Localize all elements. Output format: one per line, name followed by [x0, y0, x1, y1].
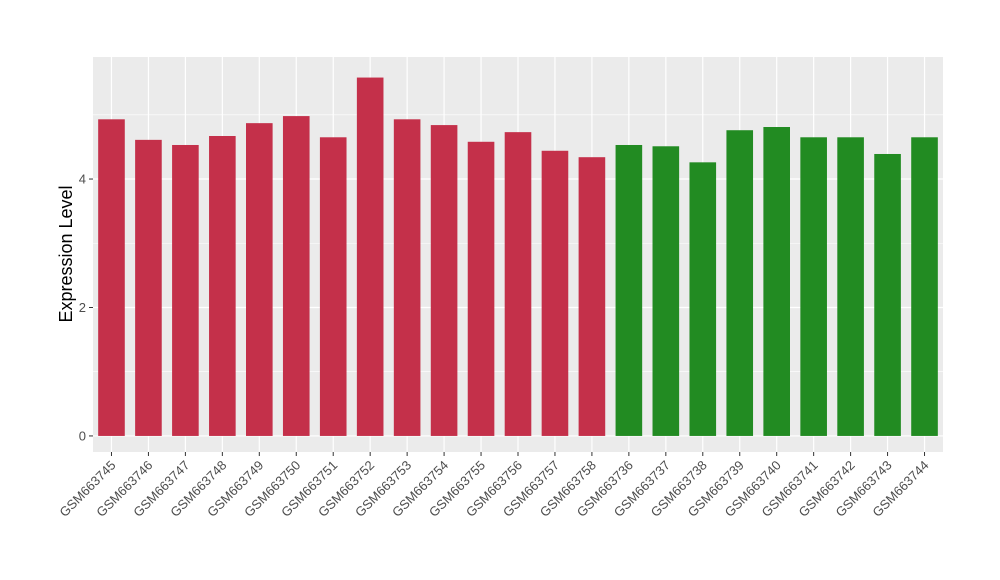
x-axis: GSM663745GSM663746GSM663747GSM663748GSM6…: [56, 452, 932, 520]
y-tick-label: 0: [79, 428, 86, 443]
bar-GSM663756: [504, 132, 532, 436]
bar-GSM663750: [282, 116, 310, 436]
bar-GSM663740: [763, 127, 790, 436]
y-tick-label: 2: [79, 300, 86, 315]
bar-GSM663736: [615, 144, 643, 436]
y-axis: 0 2 4: [79, 172, 93, 443]
bar-GSM663753: [393, 119, 421, 436]
y-axis-title: Expression Level: [56, 185, 76, 322]
bar-GSM663741: [800, 137, 827, 436]
bar-GSM663743: [874, 153, 901, 436]
bars: [98, 77, 938, 436]
bar-GSM663752: [356, 77, 384, 436]
bar-GSM663746: [135, 139, 162, 436]
y-tick-label: 4: [79, 172, 86, 187]
bar-GSM663745: [98, 119, 125, 436]
bar-GSM663751: [319, 137, 347, 436]
bar-GSM663754: [430, 125, 458, 436]
bar-GSM663758: [578, 157, 606, 436]
bar-GSM663749: [246, 123, 273, 436]
bar-GSM663737: [652, 146, 680, 436]
bar-GSM663755: [467, 141, 495, 436]
bar-GSM663739: [726, 130, 754, 436]
bar-GSM663738: [689, 162, 717, 436]
bar-GSM663742: [837, 137, 864, 436]
bar-GSM663757: [541, 150, 569, 436]
bar-GSM663748: [209, 136, 236, 436]
bar-GSM663747: [172, 144, 199, 436]
bar-GSM663744: [911, 137, 938, 436]
